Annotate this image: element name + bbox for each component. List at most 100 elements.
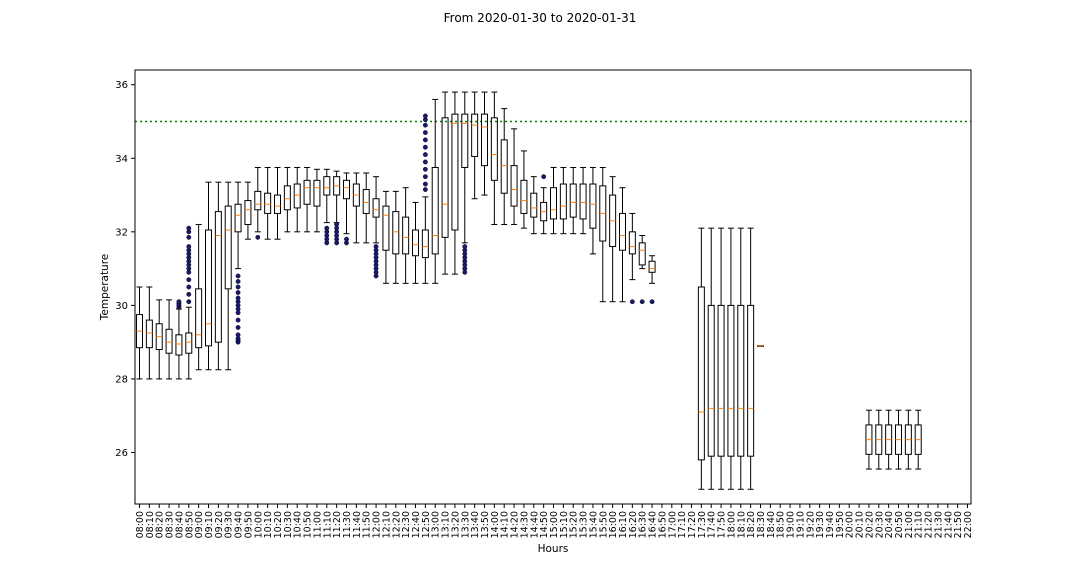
y-tick-label: 28 [115,374,128,385]
box-1330 [462,92,468,274]
outlier-point [236,290,240,294]
box-1640 [649,256,655,304]
chart-title: From 2020-01-30 to 2020-01-31 [444,11,637,25]
box-2020 [866,410,872,469]
box-1040 [294,167,300,231]
box-1730 [698,228,704,489]
box-iqr [629,232,635,254]
box-iqr [649,261,655,272]
outlier-point [423,123,427,127]
box-iqr [225,206,231,289]
box-iqr [698,287,704,460]
box-0940 [235,182,241,344]
box-1350 [482,92,488,195]
box-iqr [708,305,714,456]
box-1240 [413,202,419,283]
box-iqr [314,180,320,206]
box-1200 [373,177,379,279]
box-0900 [196,224,202,369]
outlier-point [236,333,240,337]
box-1000 [255,167,261,239]
outlier-point [236,296,240,300]
box-0950 [245,182,251,239]
y-tick-label: 26 [115,448,128,459]
box-1830 [758,346,764,347]
box-iqr [590,184,596,228]
box-1820 [748,228,754,489]
outlier-point [187,235,191,239]
outlier-point [325,226,329,230]
box-1450 [541,174,547,233]
box-1220 [393,191,399,283]
box-1300 [432,99,438,283]
box-1020 [275,167,281,239]
box-iqr [570,184,576,217]
box-iqr [521,180,527,213]
outlier-point [236,279,240,283]
box-1500 [551,167,557,233]
x-axis: 08:0008:1008:2008:3008:4008:5009:0009:10… [135,504,974,538]
box-iqr [146,320,152,348]
box-iqr [511,166,517,206]
box-iqr [551,188,557,219]
box-iqr [324,177,330,195]
box-1130 [344,173,350,245]
outlier-point [423,167,427,171]
box-0810 [146,287,152,379]
x-tick-label: 22:00 [963,511,974,538]
outlier-point [236,285,240,289]
box-0820 [156,300,162,379]
x-axis-label: Hours [538,543,569,555]
box-iqr [363,190,369,214]
box-0910 [206,182,212,370]
box-1120 [334,171,340,245]
box-iqr [472,114,478,156]
box-2040 [886,410,892,469]
outlier-point [463,244,467,248]
box-0930 [225,182,231,370]
outlier-point [630,300,634,304]
box-iqr [413,230,419,256]
outlier-point [650,300,654,304]
box-iqr [620,213,626,250]
box-iqr [403,217,409,254]
outlier-point [423,145,427,149]
outlier-point [256,235,260,239]
outlier-point [423,152,427,156]
outlier-point [423,187,427,191]
outlier-point [374,244,378,248]
box-iqr [748,305,754,456]
outlier-point [187,300,191,304]
box-1530 [580,167,586,233]
box-1510 [560,167,566,233]
box-iqr [442,118,448,238]
box-iqr [738,305,744,456]
box-iqr [728,305,734,456]
box-iqr [531,193,537,217]
box-iqr [373,199,379,217]
box-iqr [196,289,202,348]
box-1440 [531,177,537,234]
box-1050 [304,167,310,231]
outlier-point [187,285,191,289]
box-iqr [580,184,586,219]
outlier-point [541,174,545,178]
box-iqr [186,333,192,353]
plot-area [135,92,971,489]
box-1550 [600,167,606,301]
box-iqr [245,201,251,225]
outlier-point [423,138,427,142]
box-iqr [176,335,182,355]
outlier-point [187,244,191,248]
box-2030 [876,410,882,469]
box-1010 [265,167,271,239]
box-0920 [215,182,221,370]
box-iqr [639,243,645,265]
outlier-point [177,300,181,304]
box-1750 [718,228,724,489]
box-iqr [166,329,172,353]
box-1430 [521,151,527,228]
box-0800 [137,287,143,379]
